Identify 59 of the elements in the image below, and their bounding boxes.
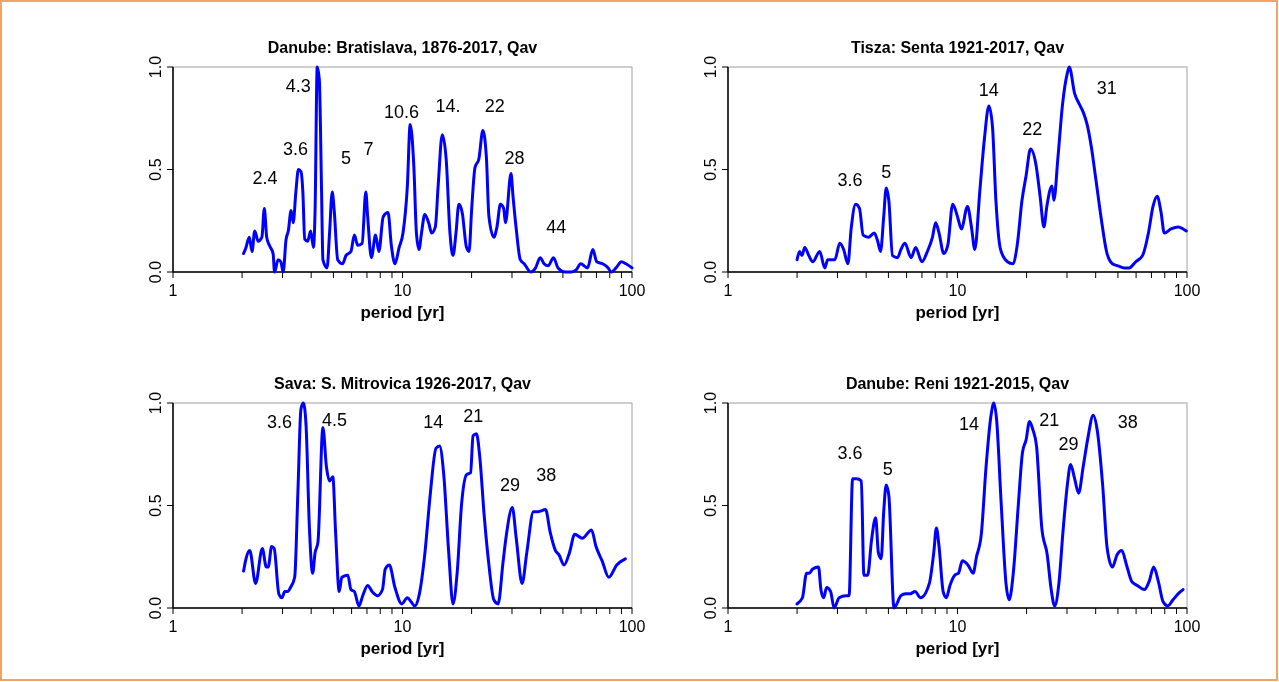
x-tick-label: 1 (168, 282, 178, 299)
x-tick-label: 10 (393, 282, 412, 299)
x-tick-label: 1 (168, 618, 178, 635)
y-tick-label: 1.0 (702, 391, 719, 415)
annotation: 22 (1022, 118, 1043, 139)
annotation: 5 (882, 458, 893, 479)
chart-title: Danube: Bratislava, 1876-2017, Qav (267, 39, 538, 56)
annotation: 22 (484, 96, 505, 117)
annotation: 7 (363, 139, 374, 160)
annotation: 38 (1117, 411, 1138, 432)
x-tick-label: 100 (618, 282, 646, 299)
x-axis-title: period [yr] (915, 303, 1000, 322)
annotation: 2.4 (252, 168, 278, 188)
annotation: 21 (463, 405, 484, 426)
annotation: 3.6 (837, 442, 863, 463)
annotation: 14 (978, 79, 999, 100)
annotation: 21 (1039, 409, 1060, 430)
annotation: 28 (504, 147, 525, 168)
y-tick-label: 0.5 (702, 158, 719, 181)
annotation: 4.5 (322, 409, 348, 430)
y-tick-label: 1.0 (702, 55, 719, 79)
annotation: 10.6 (384, 102, 420, 123)
annotation: 14 (423, 411, 444, 432)
y-tick-label: 0.5 (702, 494, 719, 517)
x-tick-label: 10 (948, 618, 967, 635)
y-tick-label: 0.0 (702, 596, 719, 620)
x-axis-title: period [yr] (360, 303, 445, 322)
chart-title: Sava: S. Mitrovica 1926-2017, Qav (273, 375, 532, 392)
annotation: 14 (958, 413, 979, 434)
chart-title: Tisza: Senta 1921-2017, Qav (850, 39, 1065, 56)
x-axis-title: period [yr] (360, 639, 445, 658)
y-tick-label: 0.5 (147, 494, 164, 517)
x-tick-label: 1 (723, 282, 733, 299)
x-tick-label: 100 (1173, 282, 1201, 299)
x-tick-label: 100 (1173, 618, 1201, 635)
annotation: 4.3 (285, 75, 311, 96)
annotation: 3.6 (283, 139, 309, 160)
x-tick-label: 1 (723, 618, 733, 635)
annotation: 5 (341, 147, 352, 168)
y-tick-label: 0.0 (147, 596, 164, 620)
y-tick-label: 1.0 (147, 391, 164, 415)
x-tick-label: 10 (948, 282, 967, 299)
y-tick-label: 1.0 (147, 55, 164, 79)
annotation: 14. (435, 96, 461, 117)
x-axis-title: period [yr] (915, 639, 1000, 658)
y-tick-label: 0.5 (147, 158, 164, 181)
annotation: 5 (881, 161, 892, 182)
annotation: 44 (546, 217, 567, 238)
annotation: 31 (1096, 77, 1117, 98)
chart-title: Danube: Reni 1921-2015, Qav (845, 375, 1070, 392)
y-tick-label: 0.0 (147, 260, 164, 284)
y-tick-label: 0.0 (702, 260, 719, 284)
x-tick-label: 10 (393, 618, 412, 635)
x-tick-label: 100 (618, 618, 646, 635)
annotation: 3.6 (266, 411, 292, 432)
annotation: 29 (499, 475, 520, 496)
annotation: 38 (536, 465, 557, 486)
annotation: 3.6 (837, 170, 863, 191)
annotation: 29 (1058, 434, 1079, 455)
